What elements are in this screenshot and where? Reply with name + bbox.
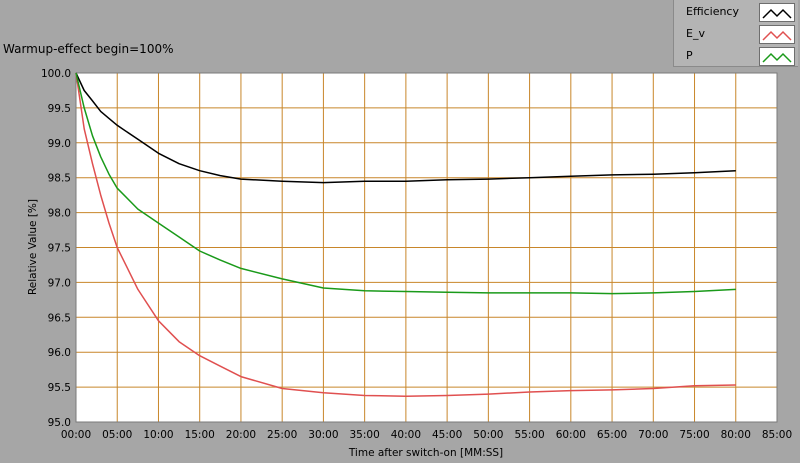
x-tick-label: 65:00 <box>597 429 627 441</box>
y-tick-label: 95.5 <box>48 382 71 394</box>
y-tick-label: 99.0 <box>48 138 71 150</box>
series-line-efficiency <box>75 72 736 184</box>
legend-item-p: P <box>674 45 798 67</box>
x-tick-label: 10:00 <box>143 429 173 441</box>
x-tick-label: 00:00 <box>61 429 91 441</box>
y-tick-label: 97.0 <box>48 277 71 289</box>
x-tick-label: 55:00 <box>514 429 544 441</box>
x-tick-label: 50:00 <box>473 429 503 441</box>
y-tick-label: 98.0 <box>48 208 71 220</box>
y-tick-label: 96.0 <box>48 347 71 359</box>
legend-swatch-line-e-v <box>762 30 792 41</box>
x-tick-label: 15:00 <box>185 429 215 441</box>
x-tick-label: 05:00 <box>102 429 132 441</box>
x-tick-label: 85:00 <box>762 429 792 441</box>
series-line-e-v <box>75 72 736 397</box>
legend-label-efficiency: Efficiency <box>686 5 739 18</box>
x-tick-label: 20:00 <box>226 429 256 441</box>
tick-labels: 00:00 05:00 10:00 15:00 20:00 25:00 30:00 35:00… <box>41 68 792 441</box>
x-tick-label: 45:00 <box>432 429 462 441</box>
legend-swatch-line-efficiency <box>762 8 792 19</box>
legend-item-efficiency: Efficiency <box>674 1 798 23</box>
y-tick-label: 96.5 <box>48 312 71 324</box>
y-tick-label: 98.5 <box>48 173 71 185</box>
chart-title: Warmup-effect begin=100% <box>3 42 174 56</box>
y-axis-title: Relative Value [%] <box>27 199 39 295</box>
y-tick-label: 97.5 <box>48 243 71 255</box>
x-tick-label: 75:00 <box>679 429 709 441</box>
x-tick-label: 70:00 <box>638 429 668 441</box>
x-tick-label: 60:00 <box>556 429 586 441</box>
x-tick-label: 40:00 <box>391 429 421 441</box>
legend-label-e-v: E_v <box>686 27 705 40</box>
series-layer <box>75 72 736 397</box>
x-tick-label: 30:00 <box>308 429 338 441</box>
x-tick-label: 35:00 <box>350 429 380 441</box>
legend-swatch-p <box>759 47 795 66</box>
plot-frame <box>75 72 778 423</box>
y-tick-label: 100.0 <box>41 68 71 80</box>
y-tick-label: 95.0 <box>48 417 71 429</box>
x-axis-title: Time after switch-on [MM:SS] <box>348 447 503 459</box>
legend-swatch-e-v <box>759 25 795 44</box>
legend-swatch-efficiency <box>759 3 795 22</box>
y-tick-label: 99.5 <box>48 103 71 115</box>
x-tick-label: 25:00 <box>267 429 297 441</box>
legend: Efficiency E_v P <box>673 0 798 67</box>
x-tick-label: 80:00 <box>721 429 751 441</box>
series-line-p <box>75 72 736 295</box>
legend-swatch-line-p <box>762 52 792 63</box>
legend-item-e-v: E_v <box>674 23 798 45</box>
legend-label-p: P <box>686 49 693 62</box>
